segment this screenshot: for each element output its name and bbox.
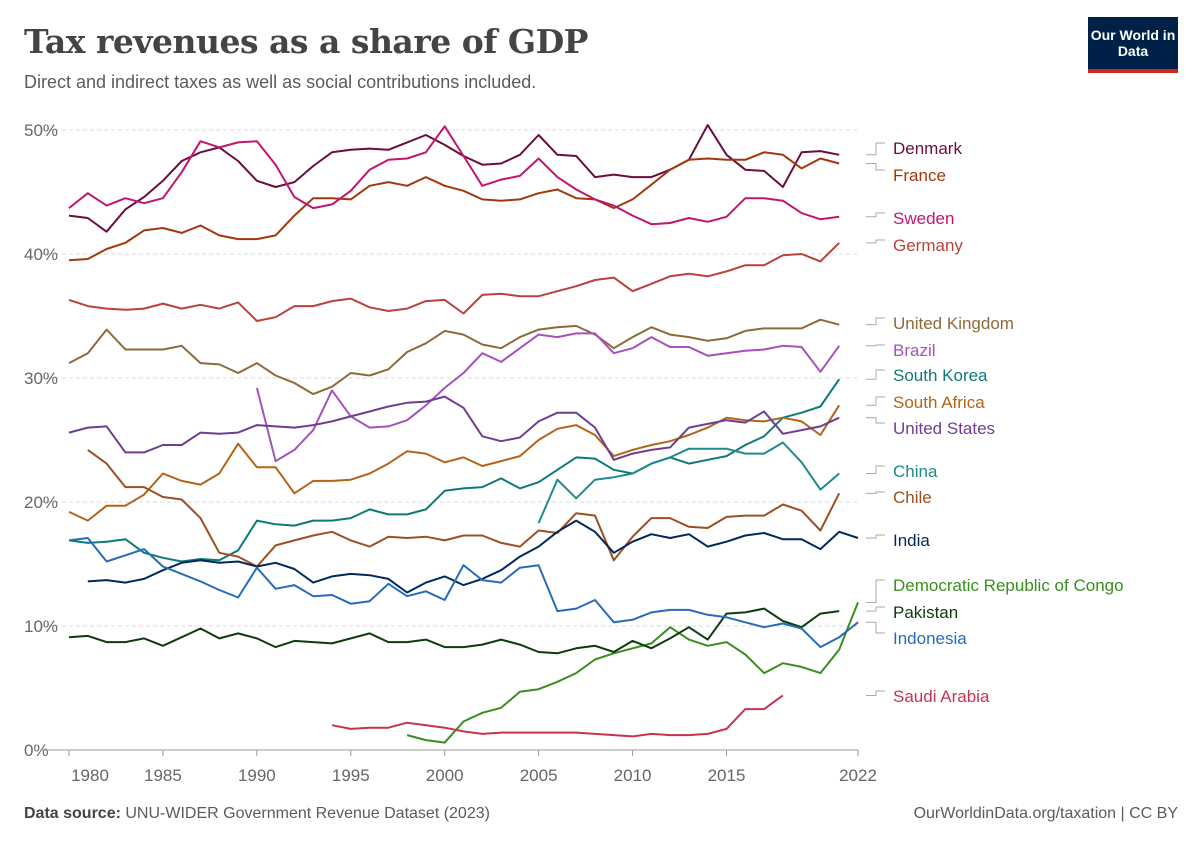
series-line-chile [87,449,841,568]
series-label: Democratic Republic of Congo [893,576,1124,595]
chart-title: Tax revenues as a share of GDP [24,22,589,61]
series-label: Sweden [893,209,954,228]
x-tick-label: 2010 [614,766,652,785]
series-line-south-africa [68,404,841,522]
series-line-sweden [68,125,840,226]
series-label: China [893,462,938,481]
label-connector [866,606,885,612]
logo-text: Our World in Data [1090,27,1176,59]
x-tick-label: 1980 [71,766,109,785]
y-tick-label: 30% [24,369,58,388]
x-tick-label: 1985 [144,766,182,785]
data-source-label: Data source: [24,805,121,822]
x-tick-label: 2015 [708,766,746,785]
series-label: France [893,166,946,185]
label-connector [866,465,885,474]
data-source: Data source: UNU-WIDER Government Revenu… [24,805,490,823]
series-line-india [87,519,859,594]
label-connector [866,491,885,494]
label-connector [866,417,885,424]
series-label: Chile [893,488,932,507]
url-license[interactable]: OurWorldinData.org/taxation | CC BY [913,805,1178,822]
label-connector [866,317,885,326]
series-line-denmark [68,124,840,233]
y-tick-label: 50% [24,121,58,140]
series-line-china [537,441,840,524]
chart-subtitle: Direct and indirect taxes as well as soc… [24,72,537,92]
label-connector [866,396,885,406]
series-line-democratic-republic-of-congo [406,602,859,744]
series-label: United Kingdom [893,314,1014,333]
x-tick-label: 1995 [332,766,370,785]
x-tick-label: 2000 [426,766,464,785]
series-line-france [68,151,840,262]
label-connector [866,621,885,634]
series-label: Saudi Arabia [893,687,990,706]
series-line-united-kingdom [68,318,840,396]
label-connector [866,142,885,156]
x-tick-label: 1990 [238,766,276,785]
series-line-indonesia [68,537,859,649]
label-connector [866,369,885,380]
y-tick-label: 20% [24,493,58,512]
data-source-text: UNU-WIDER Government Revenue Dataset (20… [125,805,490,822]
series-line-brazil [255,332,841,463]
series-label: Pakistan [893,603,958,622]
series-line-pakistan [68,607,840,655]
y-tick-label: 0% [24,741,49,760]
label-connector [866,534,885,539]
series-label: Brazil [893,341,936,360]
x-tick-label: 2022 [839,766,877,785]
label-connector [866,690,885,696]
series-label: South Africa [893,393,985,412]
label-connector [866,579,885,603]
series-label: India [893,531,930,550]
label-connector [866,162,885,171]
label-connector [866,212,885,218]
owid-logo[interactable]: Our World in Data [1088,17,1178,73]
series-label: Indonesia [893,629,967,648]
y-tick-label: 40% [24,245,58,264]
series-line-south-korea [68,378,841,563]
series-label: Germany [893,236,963,255]
x-tick-label: 2005 [520,766,558,785]
label-connector [866,344,885,347]
label-connector [866,239,885,244]
y-tick-label: 10% [24,617,58,636]
series-label: United States [893,419,995,438]
series-line-united-states [68,395,840,461]
series-line-saudi-arabia [331,694,784,738]
series-line-germany [68,242,840,322]
series-label: South Korea [893,366,988,385]
series-label: Denmark [893,139,962,158]
